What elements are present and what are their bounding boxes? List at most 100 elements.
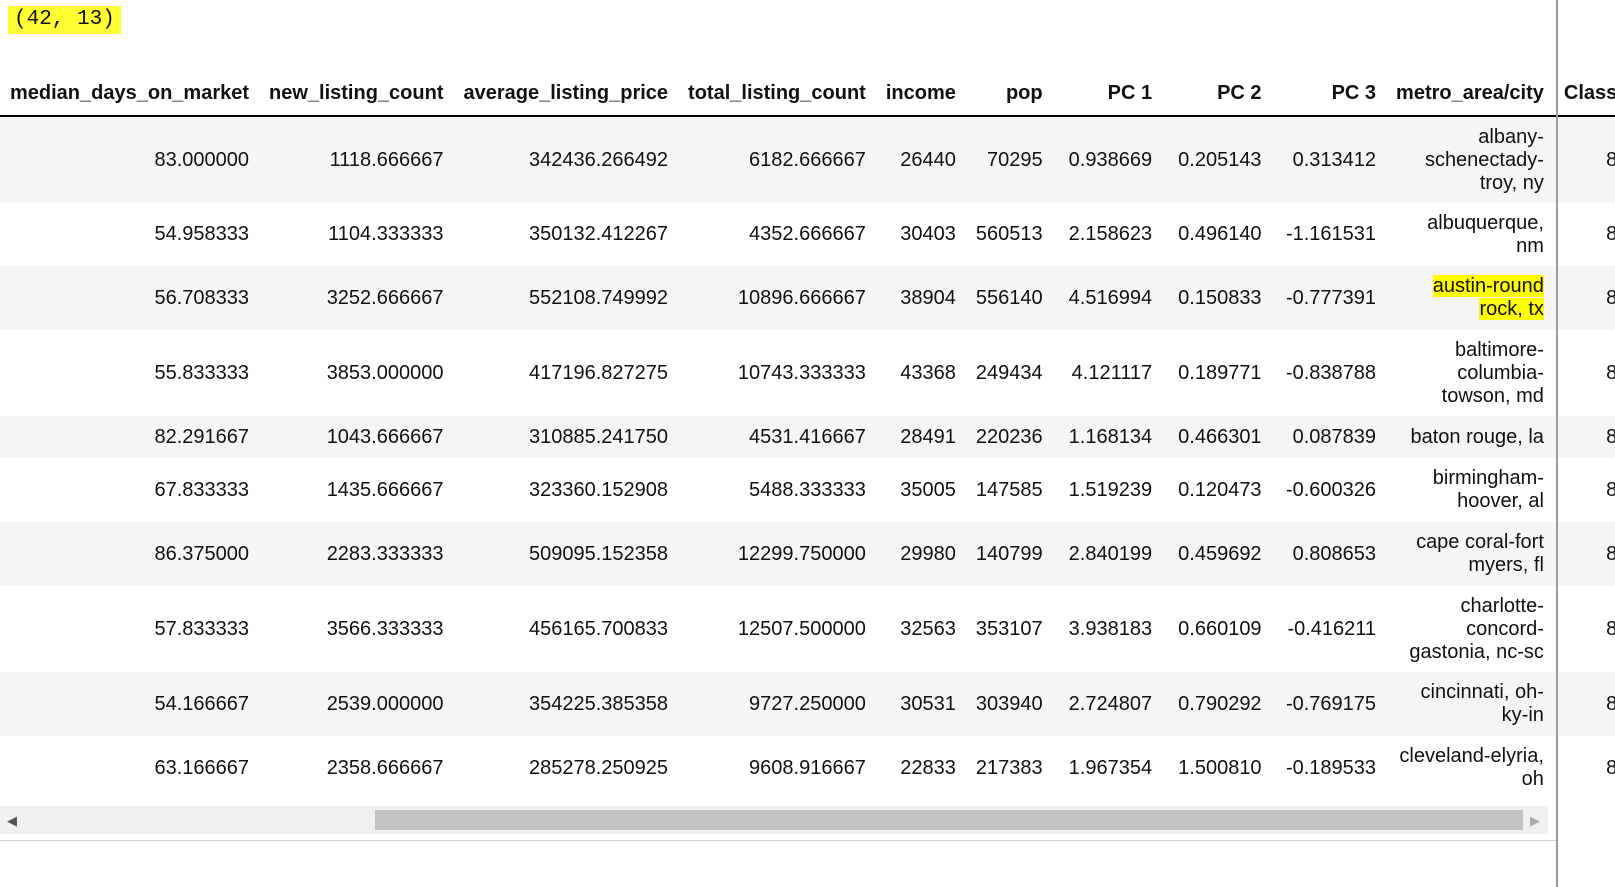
table-cell: 2358.666667 <box>326 756 444 779</box>
table-row: 54.166667 2539.000000 354225.385358 9727… <box>0 672 1615 736</box>
table-cell: -0.416211 <box>1287 617 1377 640</box>
table-cell: 38904 <box>875 266 966 330</box>
table-cell: 0.660109 <box>1178 617 1262 640</box>
table-cell: 217383 <box>975 756 1043 779</box>
table-cell: 249434 <box>975 361 1043 384</box>
table-cell: 8 <box>1606 478 1615 501</box>
table-cell: 29980 <box>875 522 966 586</box>
table-cell: 22833 <box>900 756 956 779</box>
table-cell: 1435.666667 <box>326 478 444 501</box>
table-row: 83.000000 1118.666667 342436.266492 6182… <box>0 116 1615 203</box>
table-cell: 220236 <box>965 416 1053 458</box>
table-cell: 10896.666667 <box>678 266 876 330</box>
table-cell: 70295 <box>965 116 1053 203</box>
table-row: 67.833333 1435.666667 323360.152908 5488… <box>0 458 1615 522</box>
table-row: 82.291667 1043.666667 310885.241750 4531… <box>0 416 1615 458</box>
table-cell: 0.150833 <box>1162 266 1272 330</box>
table-cell: 0.938669 <box>1052 116 1163 203</box>
table-cell-city: baton rouge, la <box>1386 416 1554 458</box>
output-bottom-border <box>0 840 1556 841</box>
table-cell: 2.724807 <box>1052 672 1163 736</box>
table-cell: 6182.666667 <box>678 116 876 203</box>
table-cell: 0.459692 <box>1162 522 1272 586</box>
table-cell: 30531 <box>875 672 966 736</box>
table-cell: 54.166667 <box>0 672 260 736</box>
table-cell: 83.000000 <box>0 116 260 203</box>
table-cell: 1.168134 <box>1052 416 1163 458</box>
table-cell: 1043.666667 <box>259 416 454 458</box>
table-cell: 140799 <box>965 522 1053 586</box>
table-cell: 456165.700833 <box>529 617 669 640</box>
table-cell: 3.938183 <box>1068 617 1153 640</box>
table-cell: 354225.385358 <box>453 672 679 736</box>
table-cell-city: baltimore-columbia-towson, md <box>1441 338 1544 407</box>
table-cell: 55.833333 <box>154 361 250 384</box>
table-cell: 0.790292 <box>1162 672 1272 736</box>
table-cell: 3252.666667 <box>259 266 454 330</box>
table-cell: 32563 <box>900 617 956 640</box>
table-cell-city: albuquerque, nm <box>1427 211 1544 257</box>
table-cell-city: charlotte-concord-gastonia, nc-sc <box>1409 594 1544 663</box>
table-cell-city: cleveland-elyria, oh <box>1399 745 1544 790</box>
table-cell: 0.189771 <box>1178 361 1262 384</box>
table-row: 63.166667 2358.666667 285278.250925 9608… <box>0 736 1615 800</box>
table-cell: 4352.666667 <box>749 223 866 245</box>
table-cell: 8 <box>1606 756 1615 779</box>
table-cell: 342436.266492 <box>453 116 679 203</box>
table-cell: 9727.250000 <box>678 672 876 736</box>
column-header: pop <box>965 60 1053 117</box>
table-row: 55.833333 3853.000000 417196.827275 1074… <box>0 330 1615 416</box>
table-cell: 10743.333333 <box>737 361 866 384</box>
dataframe-table: median_days_on_market new_listing_count … <box>0 60 1615 800</box>
table-cell: 350132.412267 <box>529 223 669 245</box>
table-cell: 1.500810 <box>1178 756 1262 779</box>
table-cell: 0.466301 <box>1162 416 1272 458</box>
scroll-left-arrow-icon[interactable]: ◀ <box>7 813 17 828</box>
horizontal-scrollbar[interactable]: ◀ ▶ <box>0 806 1548 834</box>
table-cell: 8 <box>1553 672 1615 736</box>
column-header: PC 1 <box>1052 60 1163 117</box>
table-cell: -0.777391 <box>1271 266 1387 330</box>
column-header: median_days_on_market <box>0 60 260 117</box>
column-header: new_listing_count <box>259 60 454 117</box>
column-header: PC 2 <box>1162 60 1272 117</box>
table-row: 57.833333 3566.333333 456165.700833 1250… <box>0 586 1615 672</box>
table-cell: 86.375000 <box>0 522 260 586</box>
table-cell: 303940 <box>965 672 1053 736</box>
table-cell: 560513 <box>975 223 1043 245</box>
table-cell: 2283.333333 <box>259 522 454 586</box>
table-cell: -0.600326 <box>1285 478 1377 501</box>
table-cell: 4.121117 <box>1071 361 1153 384</box>
table-cell: 1104.333333 <box>328 223 444 245</box>
table-cell: 0.120473 <box>1178 478 1262 501</box>
column-header: income <box>875 60 966 117</box>
table-cell: 63.166667 <box>154 756 250 779</box>
table-cell: 285278.250925 <box>529 756 669 779</box>
table-cell: -0.838788 <box>1285 361 1377 384</box>
table-cell: 0.313412 <box>1271 116 1387 203</box>
highlighted-city: austin-round rock, tx <box>1432 275 1544 320</box>
table-cell: 57.833333 <box>154 617 250 640</box>
table-cell: -0.769175 <box>1271 672 1387 736</box>
table-cell: 67.833333 <box>154 478 250 501</box>
table-cell: 43368 <box>900 361 956 384</box>
table-cell: 509095.152358 <box>453 522 679 586</box>
scroll-right-arrow-icon[interactable]: ▶ <box>1530 813 1540 828</box>
table-row: 86.375000 2283.333333 509095.152358 1229… <box>0 522 1615 586</box>
table-cell: 26440 <box>875 116 966 203</box>
table-cell: 8 <box>1606 617 1615 640</box>
table-cell: 417196.827275 <box>529 361 669 384</box>
table-cell: 2.840199 <box>1052 522 1163 586</box>
table-cell: 54.958333 <box>154 223 250 245</box>
table-cell-city: albany-schenectady-troy, ny <box>1386 116 1554 203</box>
table-cell: 556140 <box>965 266 1053 330</box>
column-header: average_listing_price <box>453 60 679 117</box>
table-cell: 2539.000000 <box>259 672 454 736</box>
table-cell: 1.519239 <box>1068 478 1153 501</box>
table-header-row: median_days_on_market new_listing_count … <box>0 60 1615 117</box>
table-cell: 353107 <box>975 617 1043 640</box>
scrollbar-thumb[interactable] <box>375 810 1523 830</box>
table-cell: 5488.333333 <box>749 478 866 501</box>
table-cell: 147585 <box>975 478 1043 501</box>
table-cell: 0.496140 <box>1178 223 1262 245</box>
